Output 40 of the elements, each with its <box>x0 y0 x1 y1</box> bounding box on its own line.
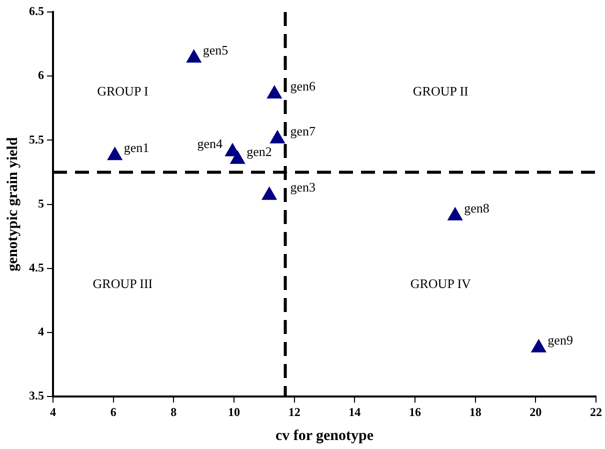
y-tick-label: 4.5 <box>29 260 44 274</box>
annotation: GROUP III <box>92 276 153 291</box>
point <box>107 147 122 160</box>
series-label: gen7 <box>290 123 316 138</box>
point <box>186 50 202 63</box>
x-tick-label: 22 <box>590 404 602 419</box>
series-label: gen6 <box>290 78 316 94</box>
series-label: gen9 <box>548 332 573 348</box>
x-tick-label: 10 <box>228 404 240 419</box>
x-tick-label: 12 <box>288 404 300 419</box>
annotation: GROUP IV <box>410 276 472 291</box>
series-label: gen8 <box>464 200 490 216</box>
series-label: gen2 <box>246 144 272 159</box>
series-label: gen5 <box>202 42 228 58</box>
annotation: GROUP I <box>97 84 148 99</box>
y-tick-label: 5 <box>38 196 44 210</box>
x-tick-label: 4 <box>50 404 56 419</box>
x-tick-label: 20 <box>530 404 542 419</box>
point <box>448 207 463 220</box>
point <box>270 130 285 144</box>
y-axis-title: genotypic grain yield <box>4 136 21 272</box>
y-tick-label: 6.5 <box>29 4 44 18</box>
annotation: GROUP II <box>412 84 468 99</box>
point <box>266 86 282 99</box>
series-label: gen1 <box>124 140 150 156</box>
x-tick-label: 8 <box>170 404 177 419</box>
point <box>262 186 277 200</box>
y-tick-label: 5.5 <box>29 132 44 146</box>
x-tick-label: 6 <box>110 404 116 419</box>
x-tick-label: 16 <box>409 404 421 419</box>
series-label: gen3 <box>290 180 316 195</box>
x-axis-title: cv for genotype <box>275 428 374 444</box>
point <box>230 150 246 164</box>
series-label: gen4 <box>197 136 223 152</box>
y-tick-label: 6 <box>38 68 44 82</box>
x-tick-label: 14 <box>348 404 361 419</box>
x-tick-label: 18 <box>469 404 482 419</box>
y-tick-label: 4 <box>38 324 44 339</box>
y-tick-label: 3.5 <box>29 388 44 403</box>
point <box>531 339 546 352</box>
